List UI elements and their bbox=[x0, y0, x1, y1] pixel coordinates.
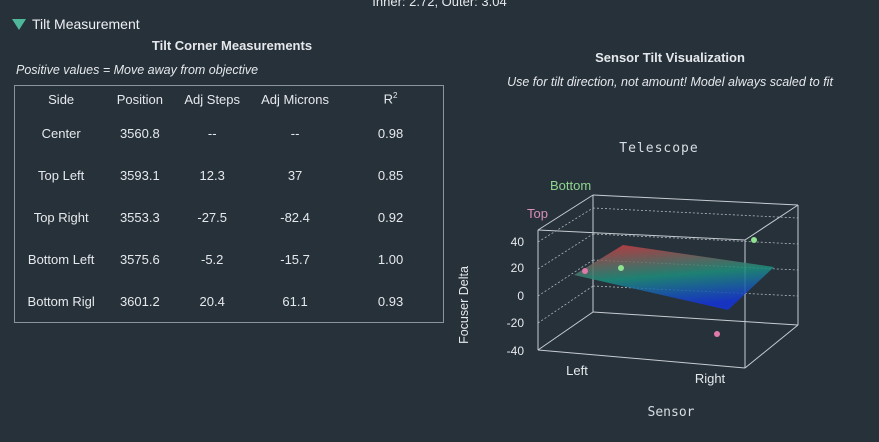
plot-title: Telescope bbox=[619, 141, 698, 156]
z-tick-label: 20 bbox=[511, 261, 525, 275]
axis-bottom-label: Bottom bbox=[550, 178, 591, 193]
corner-point-bottom-left bbox=[618, 265, 624, 271]
z-tick-label: -20 bbox=[507, 316, 525, 330]
measurements-table: Side Position Adj Steps Adj Microns R2 C… bbox=[15, 86, 443, 322]
cell-adj-microns: 37 bbox=[287, 167, 303, 183]
cell-position: 3593.1 bbox=[119, 167, 160, 183]
cell-adj-steps: -27.5 bbox=[197, 209, 228, 225]
table-row: Bottom Rigl 3601.2 20.4 61.1 0.93 bbox=[15, 280, 443, 322]
tilt-3d-plot[interactable]: Telescope 40 20 0 -20 -40 Fo bbox=[448, 130, 878, 440]
corner-point-bottom-right bbox=[751, 237, 757, 243]
cell-adj-microns: -- bbox=[290, 125, 300, 141]
z-axis-ticks: 40 20 0 -20 -40 bbox=[507, 235, 525, 358]
cell-position: 3560.8 bbox=[119, 125, 160, 141]
table-header-row: Side Position Adj Steps Adj Microns R2 bbox=[15, 86, 443, 112]
visualization-note: Use for tilt direction, not amount! Mode… bbox=[507, 75, 833, 89]
cell-adj-microns: -15.7 bbox=[280, 251, 310, 267]
cell-side: Center bbox=[41, 125, 81, 141]
cell-side: Bottom Rigl bbox=[27, 293, 95, 309]
header-r2-superscript: 2 bbox=[393, 91, 398, 101]
x-axis-label: Sensor bbox=[648, 405, 695, 420]
plot-gridlines bbox=[537, 207, 799, 324]
table-row: Top Left 3593.1 12.3 37 0.85 bbox=[15, 154, 443, 196]
cell-adj-steps: 20.4 bbox=[199, 293, 225, 309]
header-position: Position bbox=[116, 91, 163, 107]
expand-triangle-icon bbox=[12, 18, 26, 30]
tilt-plane-surface bbox=[574, 245, 774, 310]
header-r2: R2 bbox=[338, 86, 443, 112]
cell-adj-steps: -5.2 bbox=[201, 251, 224, 267]
z-tick-label: 0 bbox=[517, 289, 524, 303]
corner-measurements-title: Tilt Corner Measurements bbox=[151, 38, 313, 53]
cell-side: Bottom Left bbox=[27, 251, 95, 267]
header-r2-label: R bbox=[383, 91, 393, 107]
table-row: Center 3560.8 -- -- 0.98 bbox=[15, 112, 443, 154]
corner-point-top-right bbox=[714, 331, 720, 337]
cell-adj-steps: 12.3 bbox=[199, 167, 225, 183]
header-adj-microns: Adj Microns bbox=[261, 91, 330, 107]
axis-left-label: Left bbox=[566, 363, 588, 378]
cell-adj-microns: -82.4 bbox=[280, 209, 310, 225]
section-label: Tilt Measurement bbox=[32, 16, 140, 32]
status-text: Inner: 2.72, Outer: 3.04 bbox=[372, 0, 507, 9]
y-axis-label: Focuser Delta bbox=[457, 266, 471, 344]
cell-r2: 1.00 bbox=[377, 251, 404, 267]
cell-r2: 0.92 bbox=[377, 209, 404, 225]
cell-r2: 0.85 bbox=[377, 167, 404, 183]
cell-adj-microns: 61.1 bbox=[282, 293, 308, 309]
table-row: Bottom Left 3575.6 -5.2 -15.7 1.00 bbox=[15, 238, 443, 280]
axis-top-label: Top bbox=[527, 206, 548, 221]
cell-position: 3553.3 bbox=[119, 209, 160, 225]
tilt-visualization-title: Sensor Tilt Visualization bbox=[595, 50, 745, 65]
corner-point-top-left bbox=[582, 268, 588, 274]
cell-r2: 0.93 bbox=[377, 293, 404, 309]
header-adj-steps: Adj Steps bbox=[184, 91, 241, 107]
cell-position: 3601.2 bbox=[119, 293, 160, 309]
axis-right-label: Right bbox=[695, 371, 726, 386]
cell-side: Top Left bbox=[38, 167, 85, 183]
direction-note: Positive values = Move away from objecti… bbox=[16, 63, 259, 77]
plot-box-frame bbox=[537, 194, 799, 369]
cell-r2: 0.98 bbox=[377, 125, 404, 141]
z-tick-label: -40 bbox=[507, 344, 525, 358]
cell-position: 3575.6 bbox=[119, 251, 160, 267]
cell-side: Top Right bbox=[33, 209, 89, 225]
table-row: Top Right 3553.3 -27.5 -82.4 0.92 bbox=[15, 196, 443, 238]
z-tick-label: 40 bbox=[511, 235, 525, 249]
cell-adj-steps: -- bbox=[207, 125, 217, 141]
measurements-table-container: Side Position Adj Steps Adj Microns R2 C… bbox=[14, 85, 444, 323]
header-side: Side bbox=[48, 91, 75, 107]
tilt-measurement-section-toggle[interactable]: Tilt Measurement bbox=[12, 16, 140, 32]
